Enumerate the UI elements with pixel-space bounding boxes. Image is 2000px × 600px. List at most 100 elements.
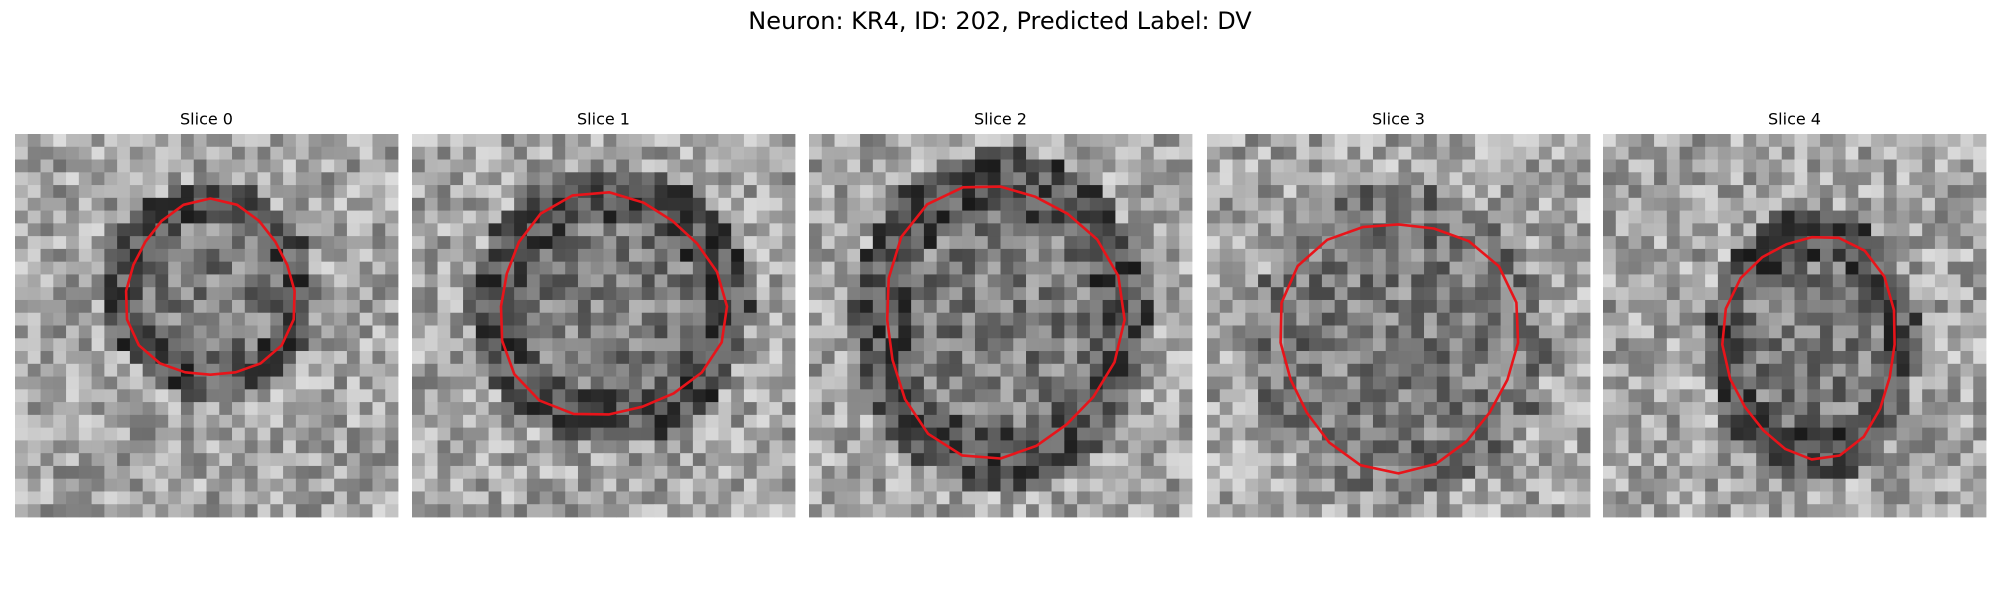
pixel <box>1768 185 1783 199</box>
pixel <box>1424 185 1438 199</box>
pixel <box>117 440 131 454</box>
pixel <box>1845 389 1859 403</box>
pixel <box>1692 325 1706 339</box>
pixel <box>1462 197 1476 211</box>
pixel <box>308 402 322 416</box>
pixel <box>641 134 655 148</box>
pixel <box>40 134 54 148</box>
pixel <box>1360 261 1374 275</box>
pixel <box>104 402 118 416</box>
pixel <box>1909 287 1923 301</box>
pixel <box>155 453 169 467</box>
pixel <box>1781 134 1795 148</box>
pixel <box>603 197 617 211</box>
pixel <box>1692 146 1706 160</box>
pixel <box>1385 402 1399 416</box>
pixel <box>552 172 566 186</box>
pixel <box>66 248 80 263</box>
pixel <box>270 376 284 390</box>
pixel <box>15 146 29 160</box>
pixel <box>1051 376 1065 390</box>
pixel <box>1347 351 1361 365</box>
pixel <box>1641 236 1655 250</box>
pixel <box>1705 453 1719 467</box>
pixel <box>1781 453 1795 467</box>
pixel <box>385 210 399 224</box>
pixel <box>1115 453 1129 467</box>
pixel <box>1794 134 1808 148</box>
pixel <box>1551 389 1565 403</box>
pixel <box>424 351 438 365</box>
pixel <box>27 134 41 148</box>
pixel <box>129 210 144 224</box>
pixel <box>219 159 233 173</box>
pixel <box>1026 465 1040 480</box>
pixel <box>206 261 220 275</box>
pixel <box>1564 261 1578 275</box>
pixel <box>1820 351 1834 365</box>
pixel <box>565 236 579 250</box>
pixel <box>1628 299 1642 314</box>
pixel <box>66 274 80 288</box>
pixel <box>911 261 925 275</box>
pixel <box>860 376 874 390</box>
pixel <box>1871 325 1885 339</box>
pixel <box>1934 414 1949 429</box>
pixel <box>974 478 989 492</box>
pixel <box>667 453 681 467</box>
pixel <box>1896 274 1910 288</box>
pixel <box>552 478 566 492</box>
pixel <box>577 414 592 429</box>
pixel <box>129 146 144 160</box>
pixel <box>1258 363 1272 377</box>
pixel <box>898 491 912 505</box>
pixel <box>949 146 963 160</box>
pixel <box>539 351 553 365</box>
pixel <box>1296 134 1310 148</box>
pixel <box>180 440 195 454</box>
pixel <box>1296 159 1310 173</box>
pixel <box>1960 172 1974 186</box>
pixel <box>1500 172 1514 186</box>
pixel <box>1232 223 1246 237</box>
pixel <box>1372 478 1387 492</box>
pixel <box>488 236 502 250</box>
pixel <box>923 287 938 301</box>
pixel <box>463 478 477 492</box>
pixel <box>15 376 29 390</box>
pixel <box>1424 159 1438 173</box>
pixel <box>155 197 169 211</box>
pixel <box>860 338 874 352</box>
pixel <box>1641 159 1655 173</box>
pixel <box>756 440 770 454</box>
pixel <box>346 172 361 186</box>
pixel <box>1896 185 1910 199</box>
pixel <box>514 389 528 403</box>
pixel <box>1832 312 1846 326</box>
pixel <box>193 236 207 250</box>
pixel <box>1551 261 1565 275</box>
pixel <box>308 338 322 352</box>
pixel <box>987 363 1001 377</box>
pixel <box>1526 402 1540 416</box>
pixel <box>1577 248 1591 263</box>
pixel <box>1551 363 1565 377</box>
pixel <box>372 299 386 314</box>
pixel <box>53 414 67 429</box>
pixel <box>1820 146 1834 160</box>
pixel <box>539 414 553 429</box>
pixel <box>1692 261 1706 275</box>
pixel <box>437 185 451 199</box>
pixel <box>346 465 361 480</box>
pixel <box>488 478 502 492</box>
pixel <box>1654 402 1668 416</box>
pixel <box>1245 389 1259 403</box>
pixel <box>949 299 963 314</box>
pixel <box>667 427 681 441</box>
pixel <box>1462 159 1476 173</box>
pixel <box>872 210 886 224</box>
pixel <box>40 491 54 505</box>
pixel <box>168 134 182 148</box>
pixel <box>987 274 1001 288</box>
pixel <box>359 338 373 352</box>
